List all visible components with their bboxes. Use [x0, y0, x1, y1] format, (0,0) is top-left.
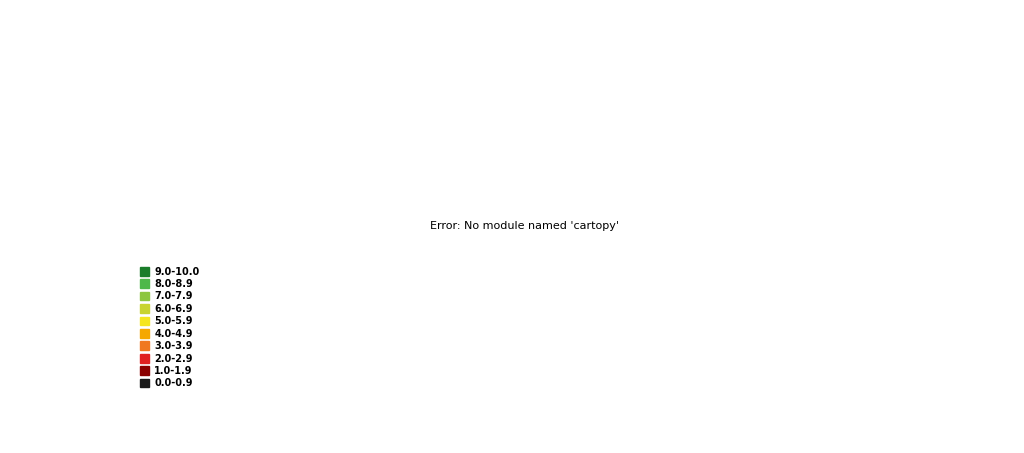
Legend: 9.0-10.0, 8.0-8.9, 7.0-7.9, 6.0-6.9, 5.0-5.9, 4.0-4.9, 3.0-3.9, 2.0-2.9, 1.0-1.9: 9.0-10.0, 8.0-8.9, 7.0-7.9, 6.0-6.9, 5.0… [137, 264, 203, 391]
Text: Error: No module named 'cartopy': Error: No module named 'cartopy' [430, 221, 620, 231]
